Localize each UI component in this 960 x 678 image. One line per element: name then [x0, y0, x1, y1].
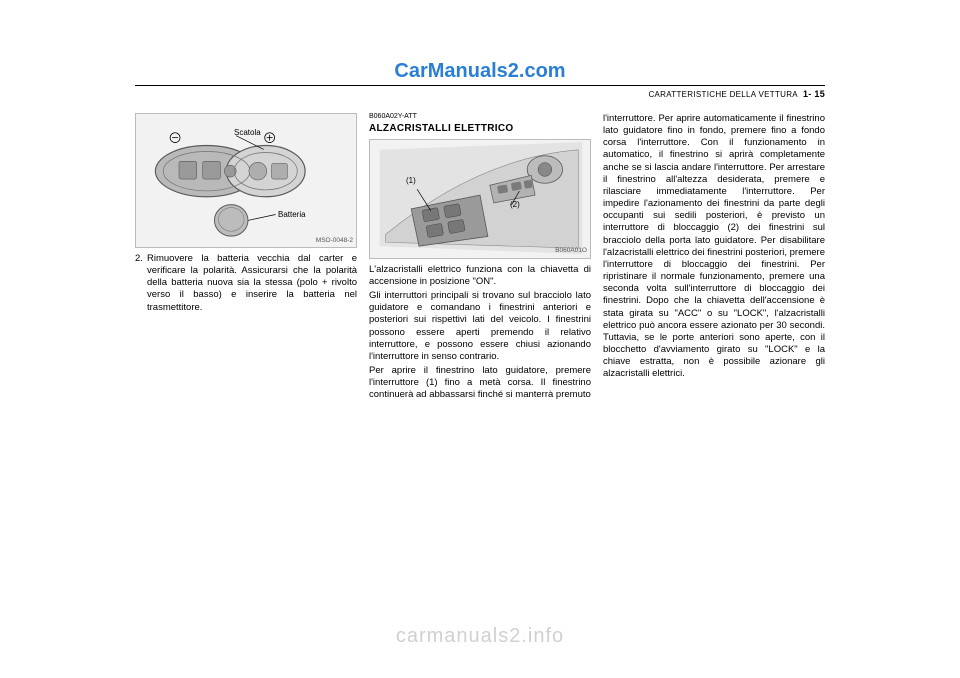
label-callout-2: (2)	[510, 200, 520, 210]
paragraph-code: B060A02Y-ATT	[369, 113, 591, 122]
col2-para-3: Per aprire il finestrino lato guidatore,…	[369, 365, 591, 401]
label-callout-1: (1)	[406, 176, 416, 186]
figure-code-2: B060A01O	[555, 247, 587, 255]
manual-page: CARATTERISTICHE DELLA VETTURA 1- 15	[135, 85, 825, 573]
power-window-illustration	[370, 140, 590, 258]
label-batteria: Batteria	[278, 210, 306, 220]
item-text: Rimuovere la batteria vecchia dal carter…	[147, 253, 357, 314]
page-number: 1- 15	[803, 89, 825, 99]
section-title: ALZACRISTALLI ELETTRICO	[369, 123, 591, 136]
col3-para-1: l'interruttore. Per aprire automaticamen…	[603, 113, 825, 380]
page-header: CARATTERISTICHE DELLA VETTURA 1- 15	[648, 89, 825, 99]
figure-power-window: (1) (2) B060A01O	[369, 139, 591, 259]
watermark-top: CarManuals2.com	[394, 60, 565, 83]
columns: Scatola Batteria MSO-0048-2 2. Rimuovere…	[135, 113, 825, 573]
label-scatola: Scatola	[234, 128, 261, 138]
column-2: B060A02Y-ATT ALZACRISTALLI ELETTRICO	[369, 113, 591, 573]
col2-para-1: L'alzacristalli elettrico funziona con l…	[369, 264, 591, 288]
col2-para-2: Gli interruttori principali si trovano s…	[369, 290, 591, 363]
column-3: l'interruttore. Per aprire automaticamen…	[603, 113, 825, 573]
numbered-item-2: 2. Rimuovere la batteria vecchia dal car…	[135, 253, 357, 314]
item-number: 2.	[135, 253, 147, 314]
header-rule	[135, 85, 825, 86]
figure-code-1: MSO-0048-2	[316, 237, 353, 245]
watermark-bottom: carmanuals2.info	[396, 625, 564, 648]
column-1: Scatola Batteria MSO-0048-2 2. Rimuovere…	[135, 113, 357, 573]
section-name: CARATTERISTICHE DELLA VETTURA	[648, 90, 797, 99]
figure-key-battery: Scatola Batteria MSO-0048-2	[135, 113, 357, 248]
